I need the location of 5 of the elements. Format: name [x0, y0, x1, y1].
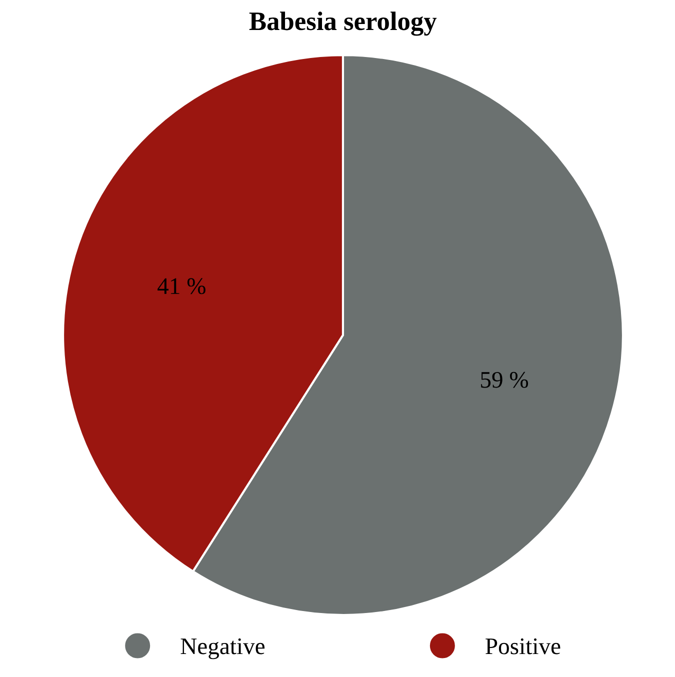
legend-label: Positive: [486, 638, 560, 654]
data-label: 59 %: [481, 372, 528, 388]
legend-label: Negative: [180, 638, 265, 660]
data-label: 41 %: [158, 278, 206, 294]
chart-title: Babesia serology: [249, 12, 437, 36]
